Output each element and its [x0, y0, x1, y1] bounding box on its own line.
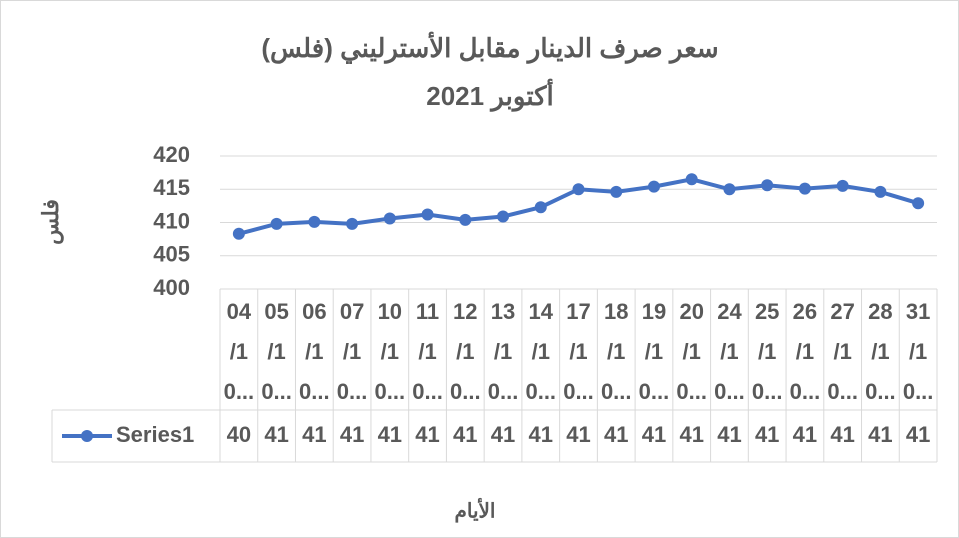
table-value: 40	[227, 422, 251, 447]
x-tick-label: 05/1 0...	[261, 299, 292, 404]
x-tick-label: 06/1 0...	[299, 299, 330, 404]
point	[497, 210, 510, 223]
point	[874, 185, 887, 198]
point	[572, 183, 585, 196]
x-tick-label: 10/1 0...	[375, 299, 406, 404]
point	[270, 217, 283, 230]
y-axis-label: فلس	[38, 199, 64, 245]
x-tick-label: 11/1 0...	[412, 299, 443, 404]
y-tick-label: 420	[153, 142, 190, 167]
table-value: 41	[378, 422, 402, 447]
table-value: 41	[679, 422, 703, 447]
point	[534, 201, 547, 214]
legend-label: Series1	[116, 422, 194, 447]
x-tick-label: 31/1 0...	[903, 299, 934, 404]
table-value: 41	[604, 422, 628, 447]
x-tick-label: 19/1 0...	[639, 299, 670, 404]
y-tick-label: 405	[153, 242, 190, 267]
point	[647, 180, 660, 193]
y-tick-label: 400	[153, 275, 190, 300]
point	[346, 217, 359, 230]
x-axis-label: الأيام	[454, 497, 495, 523]
table-value: 41	[717, 422, 741, 447]
y-tick-label: 410	[153, 208, 190, 233]
point	[798, 182, 811, 195]
x-tick-label: 28/1 0...	[865, 299, 896, 404]
table-value: 41	[340, 422, 364, 447]
x-tick-label: 20/1 0...	[676, 299, 707, 404]
chart-title: سعر صرف الدينار مقابل الأسترليني (فلس)	[261, 31, 718, 64]
x-tick-label: 14/1 0...	[525, 299, 556, 404]
table-value: 41	[868, 422, 892, 447]
x-tick-label: 27/1 0...	[827, 299, 858, 404]
x-tick-label: 12/1 0...	[450, 299, 481, 404]
x-tick-label: 24/1 0...	[714, 299, 745, 404]
table-value: 41	[755, 422, 779, 447]
x-tick-label: 18/1 0...	[601, 299, 632, 404]
x-tick-label: 25/1 0...	[752, 299, 783, 404]
x-tick-label: 17/1 0...	[563, 299, 594, 404]
point	[232, 227, 245, 240]
table-value: 41	[642, 422, 666, 447]
table-value: 41	[529, 422, 553, 447]
point	[610, 185, 623, 198]
table-value: 41	[793, 422, 817, 447]
x-tick-label: 26/1 0...	[790, 299, 821, 404]
x-tick-label: 04/1 0...	[224, 299, 255, 404]
point	[836, 179, 849, 192]
point	[308, 215, 321, 228]
point	[912, 197, 925, 210]
point	[723, 183, 736, 196]
table-value: 41	[264, 422, 288, 447]
point	[459, 213, 472, 226]
table-value: 41	[453, 422, 477, 447]
point	[761, 179, 774, 192]
legend-marker	[81, 430, 93, 442]
table-value: 41	[566, 422, 590, 447]
x-tick-label: 07/1 0...	[337, 299, 368, 404]
x-tick-label: 13/1 0...	[488, 299, 519, 404]
point	[383, 212, 396, 225]
point	[685, 173, 698, 186]
point	[421, 208, 434, 221]
chart-subtitle: أكتوبر 2021	[426, 78, 554, 112]
table-value: 41	[906, 422, 930, 447]
y-tick-label: 415	[153, 175, 190, 200]
table-value: 41	[415, 422, 439, 447]
table-value: 41	[830, 422, 854, 447]
table-value: 41	[491, 422, 515, 447]
table-value: 41	[302, 422, 326, 447]
